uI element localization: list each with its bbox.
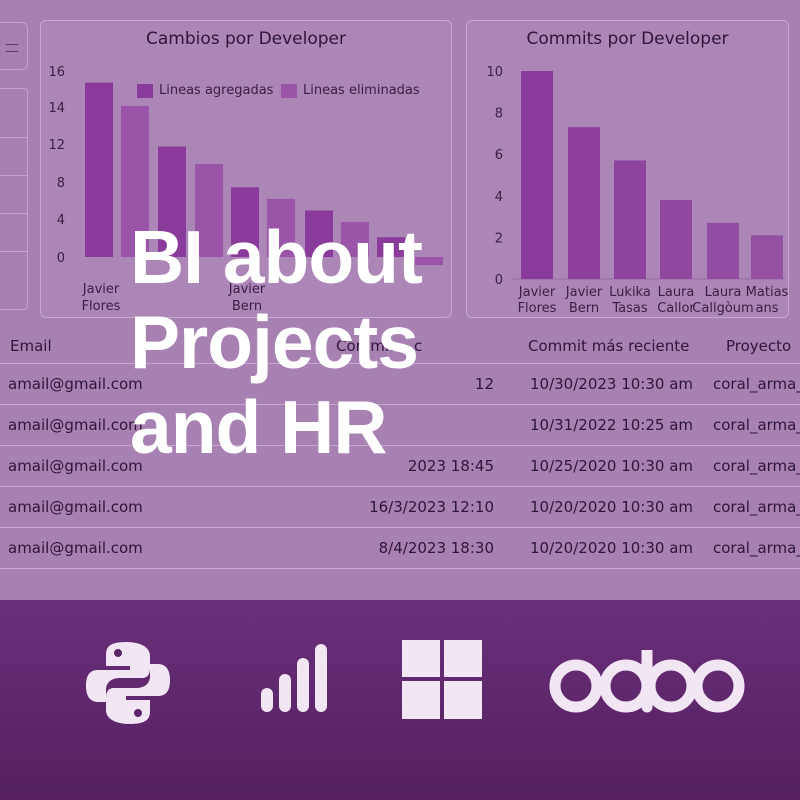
bar bbox=[568, 127, 600, 279]
headline-line-3: and HR bbox=[130, 385, 388, 469]
email-cell: amail@gmail.com bbox=[8, 498, 143, 516]
headline-overlay: BI about Projects and HR bbox=[130, 215, 570, 470]
y-tick-label: 12 bbox=[48, 138, 65, 153]
cambios-chart-panel: Cambios por Developer Lineas agregadas L… bbox=[40, 20, 452, 318]
bi-bars-icon bbox=[261, 644, 327, 712]
x-tick-label: Laura bbox=[658, 285, 695, 300]
x-tick-label: Matias bbox=[746, 285, 789, 300]
y-tick-label: 10 bbox=[486, 65, 503, 80]
bar bbox=[195, 164, 223, 257]
email-cell: amail@gmail.com bbox=[8, 539, 143, 557]
bar bbox=[158, 146, 186, 257]
recent-commit-cell: 10/20/2020 10:30 am bbox=[530, 539, 694, 557]
x-tick-label: Javier bbox=[228, 282, 266, 297]
email-cell: amail@gmail.com bbox=[8, 457, 143, 475]
x-tick-label: Lukika bbox=[609, 285, 651, 300]
y-tick-label: 2 bbox=[495, 231, 503, 246]
email-cell: amail@gmail.com bbox=[8, 416, 143, 434]
y-tick-label: 6 bbox=[495, 148, 503, 163]
legend-swatch bbox=[281, 83, 297, 98]
bar bbox=[85, 82, 113, 257]
email-cell: amail@gmail.com bbox=[8, 375, 143, 393]
legend-item-eliminadas: Lineas eliminadas bbox=[281, 83, 420, 98]
x-tick-label: Callor bbox=[657, 301, 695, 316]
y-tick-label: 0 bbox=[495, 273, 503, 288]
y-tick-label: 14 bbox=[48, 101, 65, 116]
headline-line-2: Projects bbox=[130, 300, 419, 384]
x-tick-label: Tasas bbox=[611, 301, 647, 316]
x-tick-label: Javier bbox=[82, 282, 120, 297]
x-tick-label: Javier bbox=[518, 285, 556, 300]
first-commit-cell: 8/4/2023 18:30 bbox=[378, 539, 494, 557]
y-tick-label: 4 bbox=[495, 190, 503, 205]
header-first-commit[interactable]: Commit... c bbox=[336, 337, 423, 355]
chart-title: Cambios por Developer bbox=[145, 29, 347, 49]
y-tick-label: 8 bbox=[57, 176, 65, 191]
table-row[interactable]: amail@gmail.com 2023 18:45 10/25/2020 10:3… bbox=[0, 446, 800, 487]
commits-chart-panel: Commits por Developer 10 8 6 4 2 0 Javier Flore… bbox=[466, 20, 789, 318]
developer-table: Email Commit... c Commit más reciente Pr… bbox=[0, 322, 800, 569]
windows-logo-icon bbox=[402, 640, 482, 719]
bar bbox=[341, 222, 369, 257]
y-tick-label: 4 bbox=[57, 213, 65, 228]
x-tick-label: Javier bbox=[565, 285, 603, 300]
y-tick-label: 0 bbox=[57, 251, 65, 266]
project-cell: coral_arma_ bbox=[713, 416, 800, 434]
python-logo-icon bbox=[86, 642, 170, 724]
bar bbox=[415, 257, 443, 266]
x-tick-label: Flores bbox=[82, 299, 121, 314]
header-recent-commit[interactable]: Commit más reciente bbox=[528, 337, 690, 355]
table-row[interactable]: amail@gmail.com 12 10/30/2023 10:30 am cora… bbox=[0, 364, 800, 405]
project-cell: coral_arma_ bbox=[713, 498, 800, 516]
recent-commit-cell: 10/31/2022 10:25 am bbox=[530, 416, 694, 434]
bar bbox=[614, 160, 646, 279]
bar bbox=[267, 198, 295, 257]
odoo-logo bbox=[549, 650, 745, 713]
left-toolbar-panel bbox=[0, 22, 28, 70]
table-row[interactable]: amail@gmail.com 16/3/2023 12:10 10/20/2020… bbox=[0, 487, 800, 528]
first-commit-cell: 16/3/2023 12:10 bbox=[369, 498, 494, 516]
cambios-bar-chart: 16 14 12 8 4 0 Javier Flores Javier Bern bbox=[48, 65, 443, 314]
left-side-panel bbox=[0, 88, 28, 310]
first-commit-cell: 12 bbox=[474, 375, 494, 393]
first-commit-cell: 2023 18:45 bbox=[407, 457, 494, 475]
recent-commit-cell: 10/20/2020 10:30 am bbox=[530, 498, 694, 516]
recent-commit-cell: 10/25/2020 10:30 am bbox=[530, 457, 694, 475]
bar bbox=[660, 199, 692, 279]
headline-line-1: BI about bbox=[130, 215, 423, 299]
x-tick-label: ans bbox=[756, 301, 779, 316]
project-cell: coral_arma_ bbox=[713, 375, 800, 393]
menu-icon[interactable] bbox=[6, 44, 18, 52]
project-cell: coral_arma_ bbox=[713, 539, 800, 557]
bar bbox=[377, 237, 405, 257]
legend-item-agregadas: Lineas agregadas bbox=[137, 83, 273, 98]
bar bbox=[707, 222, 739, 279]
commits-bar-chart: 1086420JavierFloresJavierBernLukikaTasas… bbox=[486, 65, 789, 316]
legend-swatch bbox=[137, 83, 153, 98]
x-tick-label: Bern bbox=[569, 301, 599, 316]
recent-commit-cell: 10/30/2023 10:30 am bbox=[530, 375, 694, 393]
bar bbox=[305, 210, 333, 257]
y-tick-label: 16 bbox=[48, 65, 65, 80]
legend-label: Lineas agregadas bbox=[159, 83, 274, 98]
x-tick-label: Callgòum bbox=[692, 301, 753, 316]
y-tick-label: 8 bbox=[495, 107, 503, 122]
table-header: Email Commit... c Commit más reciente Pr… bbox=[0, 322, 800, 364]
bar bbox=[751, 235, 783, 279]
bar bbox=[121, 105, 149, 257]
x-tick-label: Flores bbox=[518, 301, 557, 316]
dashboard-background: Cambios por Developer Lineas agregadas L… bbox=[0, 20, 800, 569]
header-project[interactable]: Proyecto bbox=[726, 337, 792, 355]
legend-label: Lineas eliminadas bbox=[303, 83, 420, 98]
table-row[interactable]: amail@gmail.com 10/31/2022 10:25 am coral_… bbox=[0, 405, 800, 446]
table-body: amail@gmail.com 12 10/30/2023 10:30 am cora… bbox=[0, 364, 800, 569]
header-email[interactable]: Email bbox=[10, 337, 52, 355]
bar bbox=[231, 187, 259, 257]
chart-title: Commits por Developer bbox=[526, 29, 729, 49]
bar bbox=[521, 71, 553, 279]
project-cell: coral_arma_ bbox=[713, 457, 800, 475]
x-tick-label: Bern bbox=[232, 299, 262, 314]
table-row[interactable]: amail@gmail.com 8/4/2023 18:30 10/20/2020 … bbox=[0, 528, 800, 569]
x-tick-label: Laura bbox=[705, 285, 742, 300]
